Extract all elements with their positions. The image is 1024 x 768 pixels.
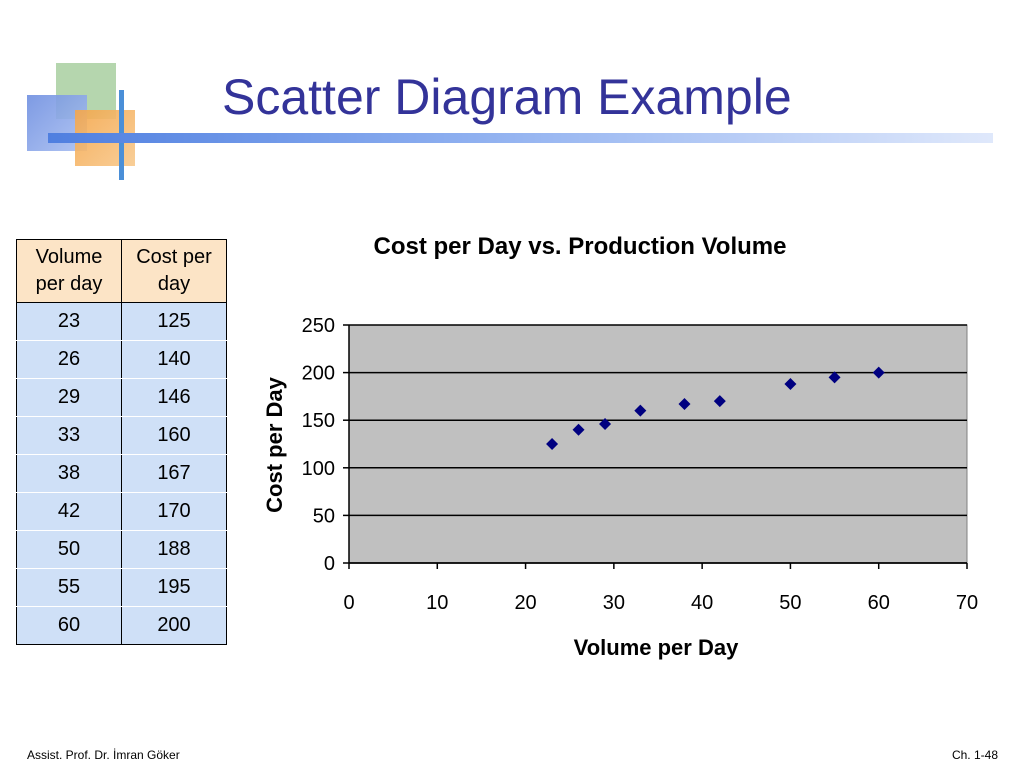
data-point-7	[828, 371, 841, 384]
x-axis-label: Volume per Day	[574, 635, 739, 660]
cell-volume: 23	[16, 302, 122, 341]
y-tick-label-1: 50	[313, 505, 335, 527]
cell-cost: 146	[121, 378, 227, 417]
cell-cost: 170	[121, 492, 227, 531]
data-points	[546, 366, 885, 450]
header-cost: Cost per day	[121, 239, 227, 303]
y-axis-label: Cost per Day	[262, 376, 287, 512]
data-point-2	[599, 418, 612, 431]
data-point-6	[784, 378, 797, 391]
cell-volume: 38	[16, 454, 122, 493]
x-tick-labels: 0 10 20 30 40 50 60 70	[343, 592, 978, 614]
cell-cost: 188	[121, 530, 227, 569]
cell-cost: 125	[121, 302, 227, 341]
y-tick-labels: 0 50 100 150 200 250	[302, 315, 335, 575]
cell-volume: 55	[16, 568, 122, 607]
cell-volume: 29	[16, 378, 122, 417]
scatter-chart: Cost per Day vs. Production Volume 0 50 10…	[262, 233, 978, 660]
table-row: 60 200	[16, 606, 227, 645]
y-tick-label-5: 250	[302, 315, 335, 337]
table-row: 23 125	[16, 302, 227, 341]
header-volume: Volume per day	[16, 239, 122, 303]
table-row: 29 146	[16, 378, 227, 417]
cell-cost: 160	[121, 416, 227, 455]
y-tick-label-4: 200	[302, 363, 335, 385]
chart-title: Cost per Day vs. Production Volume	[374, 233, 787, 260]
footer-page: Ch. 1-48	[951, 748, 998, 762]
x-tick-label-5: 50	[779, 592, 801, 614]
y-tick-label-2: 100	[302, 458, 335, 480]
table-row: 26 140	[16, 340, 227, 379]
data-point-3	[634, 404, 647, 417]
plot-area	[348, 324, 968, 564]
cell-cost: 200	[121, 606, 227, 645]
x-tick-label-7: 70	[956, 592, 978, 614]
table-row: 50 188	[16, 530, 227, 569]
data-point-0	[546, 438, 559, 450]
table-row: 42 170	[16, 492, 227, 531]
cell-volume: 50	[16, 530, 122, 569]
cell-volume: 60	[16, 606, 122, 645]
x-tick-label-1: 10	[426, 592, 448, 614]
table-header-row: Volume per day Cost per day	[16, 239, 227, 303]
y-tick-label-3: 150	[302, 410, 335, 432]
data-table: Volume per day Cost per day 23 125 26 140 …	[16, 239, 227, 645]
x-tick-label-2: 20	[514, 592, 536, 614]
cell-cost: 140	[121, 340, 227, 379]
cell-volume: 26	[16, 340, 122, 379]
x-tick-label-6: 60	[868, 592, 890, 614]
table-row: 33 160	[16, 416, 227, 455]
axes	[343, 324, 968, 569]
cell-volume: 42	[16, 492, 122, 531]
data-point-4	[678, 398, 691, 411]
data-point-5	[713, 395, 726, 408]
data-point-1	[572, 423, 585, 436]
x-tick-label-0: 0	[343, 592, 354, 614]
y-tick-label-0: 0	[324, 553, 335, 575]
cell-volume: 33	[16, 416, 122, 455]
footer-author: Assist. Prof. Dr. İmran Göker	[27, 748, 180, 762]
cell-cost: 167	[121, 454, 227, 493]
table-row: 38 167	[16, 454, 227, 493]
slide-title: Scatter Diagram Example	[222, 69, 792, 125]
header-volume-label: Volume per day	[35, 246, 103, 295]
table-row: 55 195	[16, 568, 227, 607]
x-tick-label-4: 40	[691, 592, 713, 614]
data-point-8	[872, 366, 885, 379]
title-underline-bar	[48, 133, 993, 143]
header-cost-label: Cost per day	[136, 246, 212, 295]
cell-cost: 195	[121, 568, 227, 607]
x-tick-label-3: 30	[603, 592, 625, 614]
